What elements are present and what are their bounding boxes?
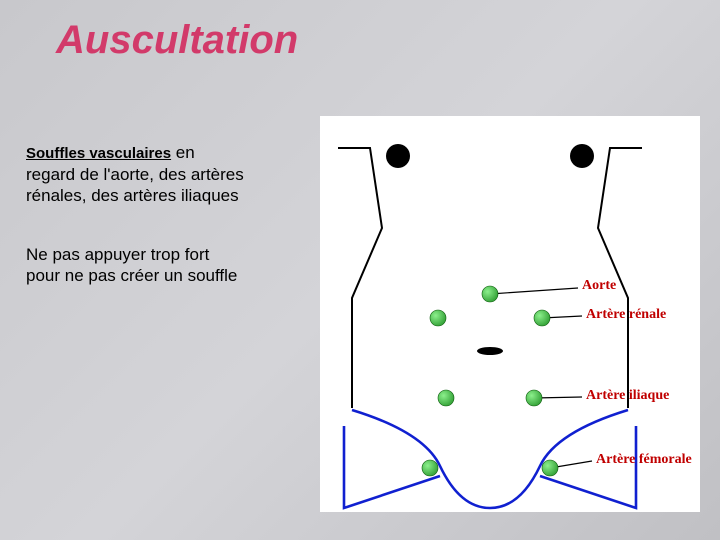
- text-after-lead: en: [171, 143, 195, 162]
- black-dot-right: [570, 144, 594, 168]
- point-renale_left: [430, 310, 446, 326]
- label-femorale: Artère fémorale: [596, 452, 692, 468]
- text-line-2b: pour ne pas créer un souffle: [26, 266, 237, 285]
- leader-line: [490, 288, 578, 294]
- slide-root: { "title": { "text": "Auscultation", "co…: [0, 0, 720, 540]
- label-iliaque: Artère iliaque: [586, 388, 669, 404]
- auscultation-points: [422, 286, 558, 476]
- text-block-1: Souffles vasculaires en regard de l'aort…: [26, 142, 316, 206]
- point-femorale_left: [422, 460, 438, 476]
- point-iliaque_left: [438, 390, 454, 406]
- point-iliaque_right: [526, 390, 542, 406]
- anatomy-diagram: Aorte Artère rénale Artère iliaque Artère f…: [320, 116, 700, 512]
- point-femorale_right: [542, 460, 558, 476]
- umbilicus-mark: [477, 347, 503, 355]
- text-block-2: Ne pas appuyer trop fort pour ne pas cré…: [26, 244, 316, 287]
- point-aorte: [482, 286, 498, 302]
- point-renale_right: [534, 310, 550, 326]
- black-dot-left: [386, 144, 410, 168]
- pelvis-outline: [344, 410, 636, 508]
- text-line-2a: Ne pas appuyer trop fort: [26, 245, 209, 264]
- text-line-1c: rénales, des artères iliaques: [26, 186, 239, 205]
- text-line-1b: regard de l'aorte, des artères: [26, 165, 244, 184]
- torso-outline-left: [338, 148, 382, 408]
- slide-title: Auscultation: [56, 18, 298, 63]
- label-renale: Artère rénale: [586, 307, 666, 323]
- label-aorte: Aorte: [582, 278, 616, 294]
- emphasis-souffles: Souffles vasculaires: [26, 145, 171, 162]
